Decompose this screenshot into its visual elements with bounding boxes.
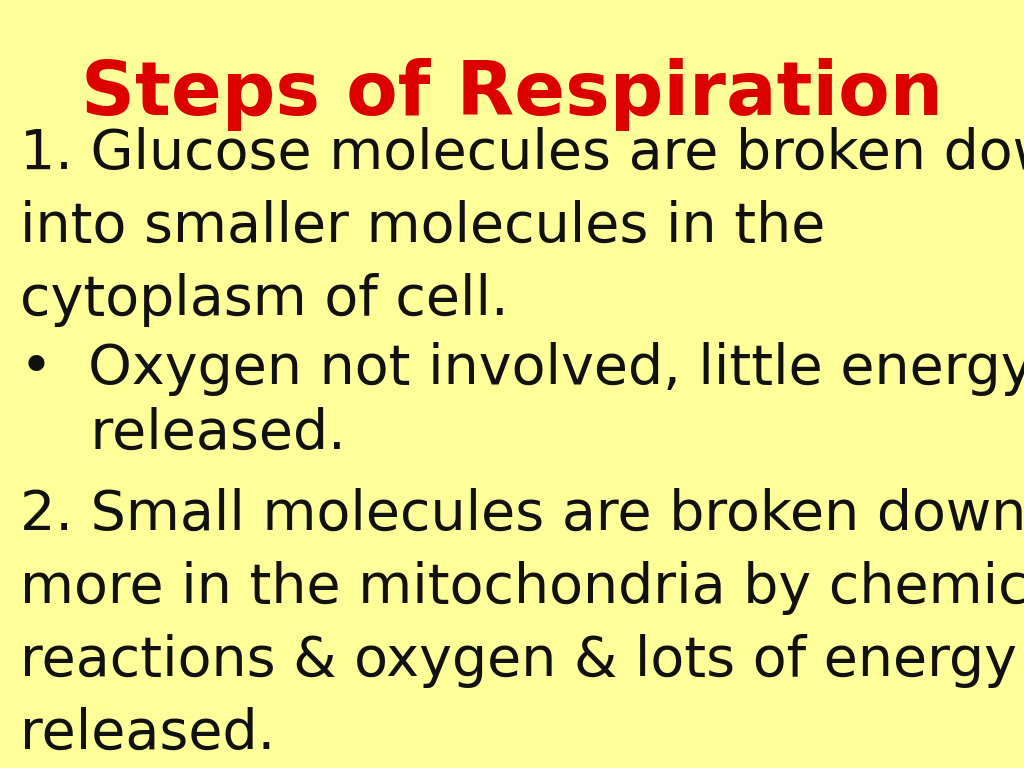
Text: reactions & oxygen & lots of energy is: reactions & oxygen & lots of energy is [20, 634, 1024, 687]
Text: •  Oxygen not involved, little energy: • Oxygen not involved, little energy [20, 342, 1024, 396]
Text: 2. Small molecules are broken down: 2. Small molecules are broken down [20, 488, 1024, 541]
Text: Steps of Respiration: Steps of Respiration [81, 58, 943, 131]
Text: into smaller molecules in the: into smaller molecules in the [20, 200, 825, 253]
Text: more in the mitochondria by chemical: more in the mitochondria by chemical [20, 561, 1024, 614]
Text: cytoplasm of cell.: cytoplasm of cell. [20, 273, 509, 326]
Text: 1. Glucose molecules are broken down: 1. Glucose molecules are broken down [20, 127, 1024, 180]
Text: released.: released. [20, 707, 275, 760]
Text: released.: released. [20, 407, 346, 461]
